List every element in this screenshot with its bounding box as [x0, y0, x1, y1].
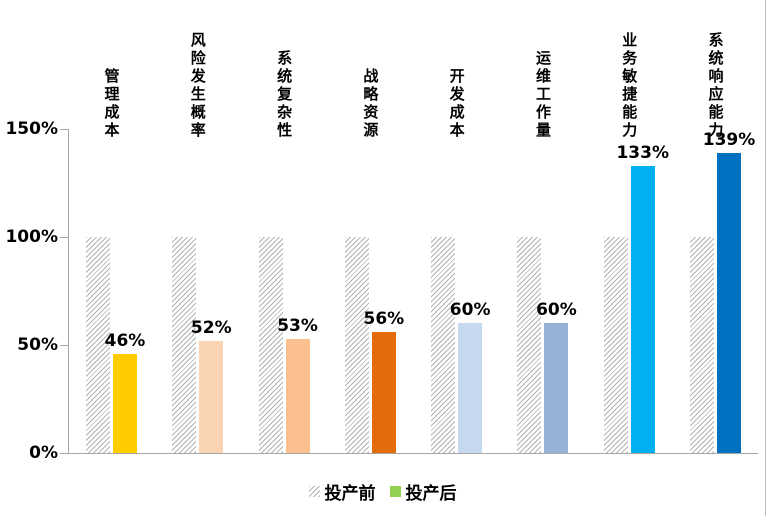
legend-label-after: 投产后 [405, 483, 457, 504]
category-label-text: 系统复杂性 [275, 50, 294, 140]
bar-after [113, 353, 137, 453]
bar-before [517, 237, 542, 453]
bar-value-label: 53% [277, 315, 318, 336]
bar-after [458, 323, 483, 453]
category-label: 战略资源 [333, 0, 407, 140]
category-label: 系统响应能力 [679, 0, 753, 140]
category-label: 业务敏捷能力 [592, 0, 666, 140]
legend-hatched-swatch-icon [308, 485, 320, 497]
legend-green-swatch-icon [389, 485, 401, 497]
category-label-text: 管理成本 [102, 68, 121, 140]
y-tick-label: 100% [5, 227, 58, 247]
legend: 投产前 投产后 [0, 478, 765, 504]
category-label-text: 风险发生概率 [188, 32, 207, 140]
bar-after [371, 332, 396, 453]
bar-value-label: 133% [616, 142, 669, 163]
x-axis-line [68, 453, 758, 454]
y-axis-line [68, 129, 69, 453]
legend-item-after: 投产后 [389, 479, 457, 504]
bar-before [86, 237, 110, 453]
y-tick-mark [60, 453, 68, 454]
bar-value-label: 60% [449, 300, 491, 321]
y-tick-mark [60, 129, 68, 130]
bar-before [690, 237, 715, 453]
bar-before [344, 237, 369, 453]
bar-value-label: 60% [536, 300, 577, 321]
bar-after [199, 340, 224, 453]
bar-before [258, 237, 283, 453]
category-label: 风险发生概率 [161, 0, 235, 140]
category-label: 系统复杂性 [247, 0, 321, 140]
category-label-text: 业务敏捷能力 [620, 32, 639, 140]
bar-before [172, 237, 197, 453]
category-label-text: 开发成本 [447, 68, 466, 140]
bar-before [603, 237, 628, 453]
y-tick-mark [60, 237, 68, 238]
legend-label-before: 投产前 [324, 483, 376, 504]
bar-after [630, 165, 655, 453]
bar-value-label: 139% [702, 129, 756, 150]
y-tick-label: 0% [29, 443, 58, 463]
bar-after [717, 152, 742, 453]
category-label-text: 系统响应能力 [706, 32, 725, 140]
bar-after [285, 338, 310, 453]
bar-value-label: 56% [363, 309, 405, 330]
legend-item-before: 投产前 [308, 479, 376, 504]
category-label: 管理成本 [75, 0, 149, 140]
category-label: 开发成本 [420, 0, 494, 140]
y-tick-label: 50% [17, 335, 58, 355]
bar-before [431, 237, 456, 453]
category-label-text: 运维工作量 [533, 50, 552, 140]
bar-after [544, 323, 569, 453]
y-tick-mark [60, 345, 68, 346]
bar-value-label: 52% [190, 317, 232, 338]
y-tick-label: 150% [5, 119, 58, 139]
category-label-text: 战略资源 [361, 68, 380, 140]
category-label: 运维工作量 [506, 0, 580, 140]
bar-value-label: 46% [104, 330, 146, 351]
